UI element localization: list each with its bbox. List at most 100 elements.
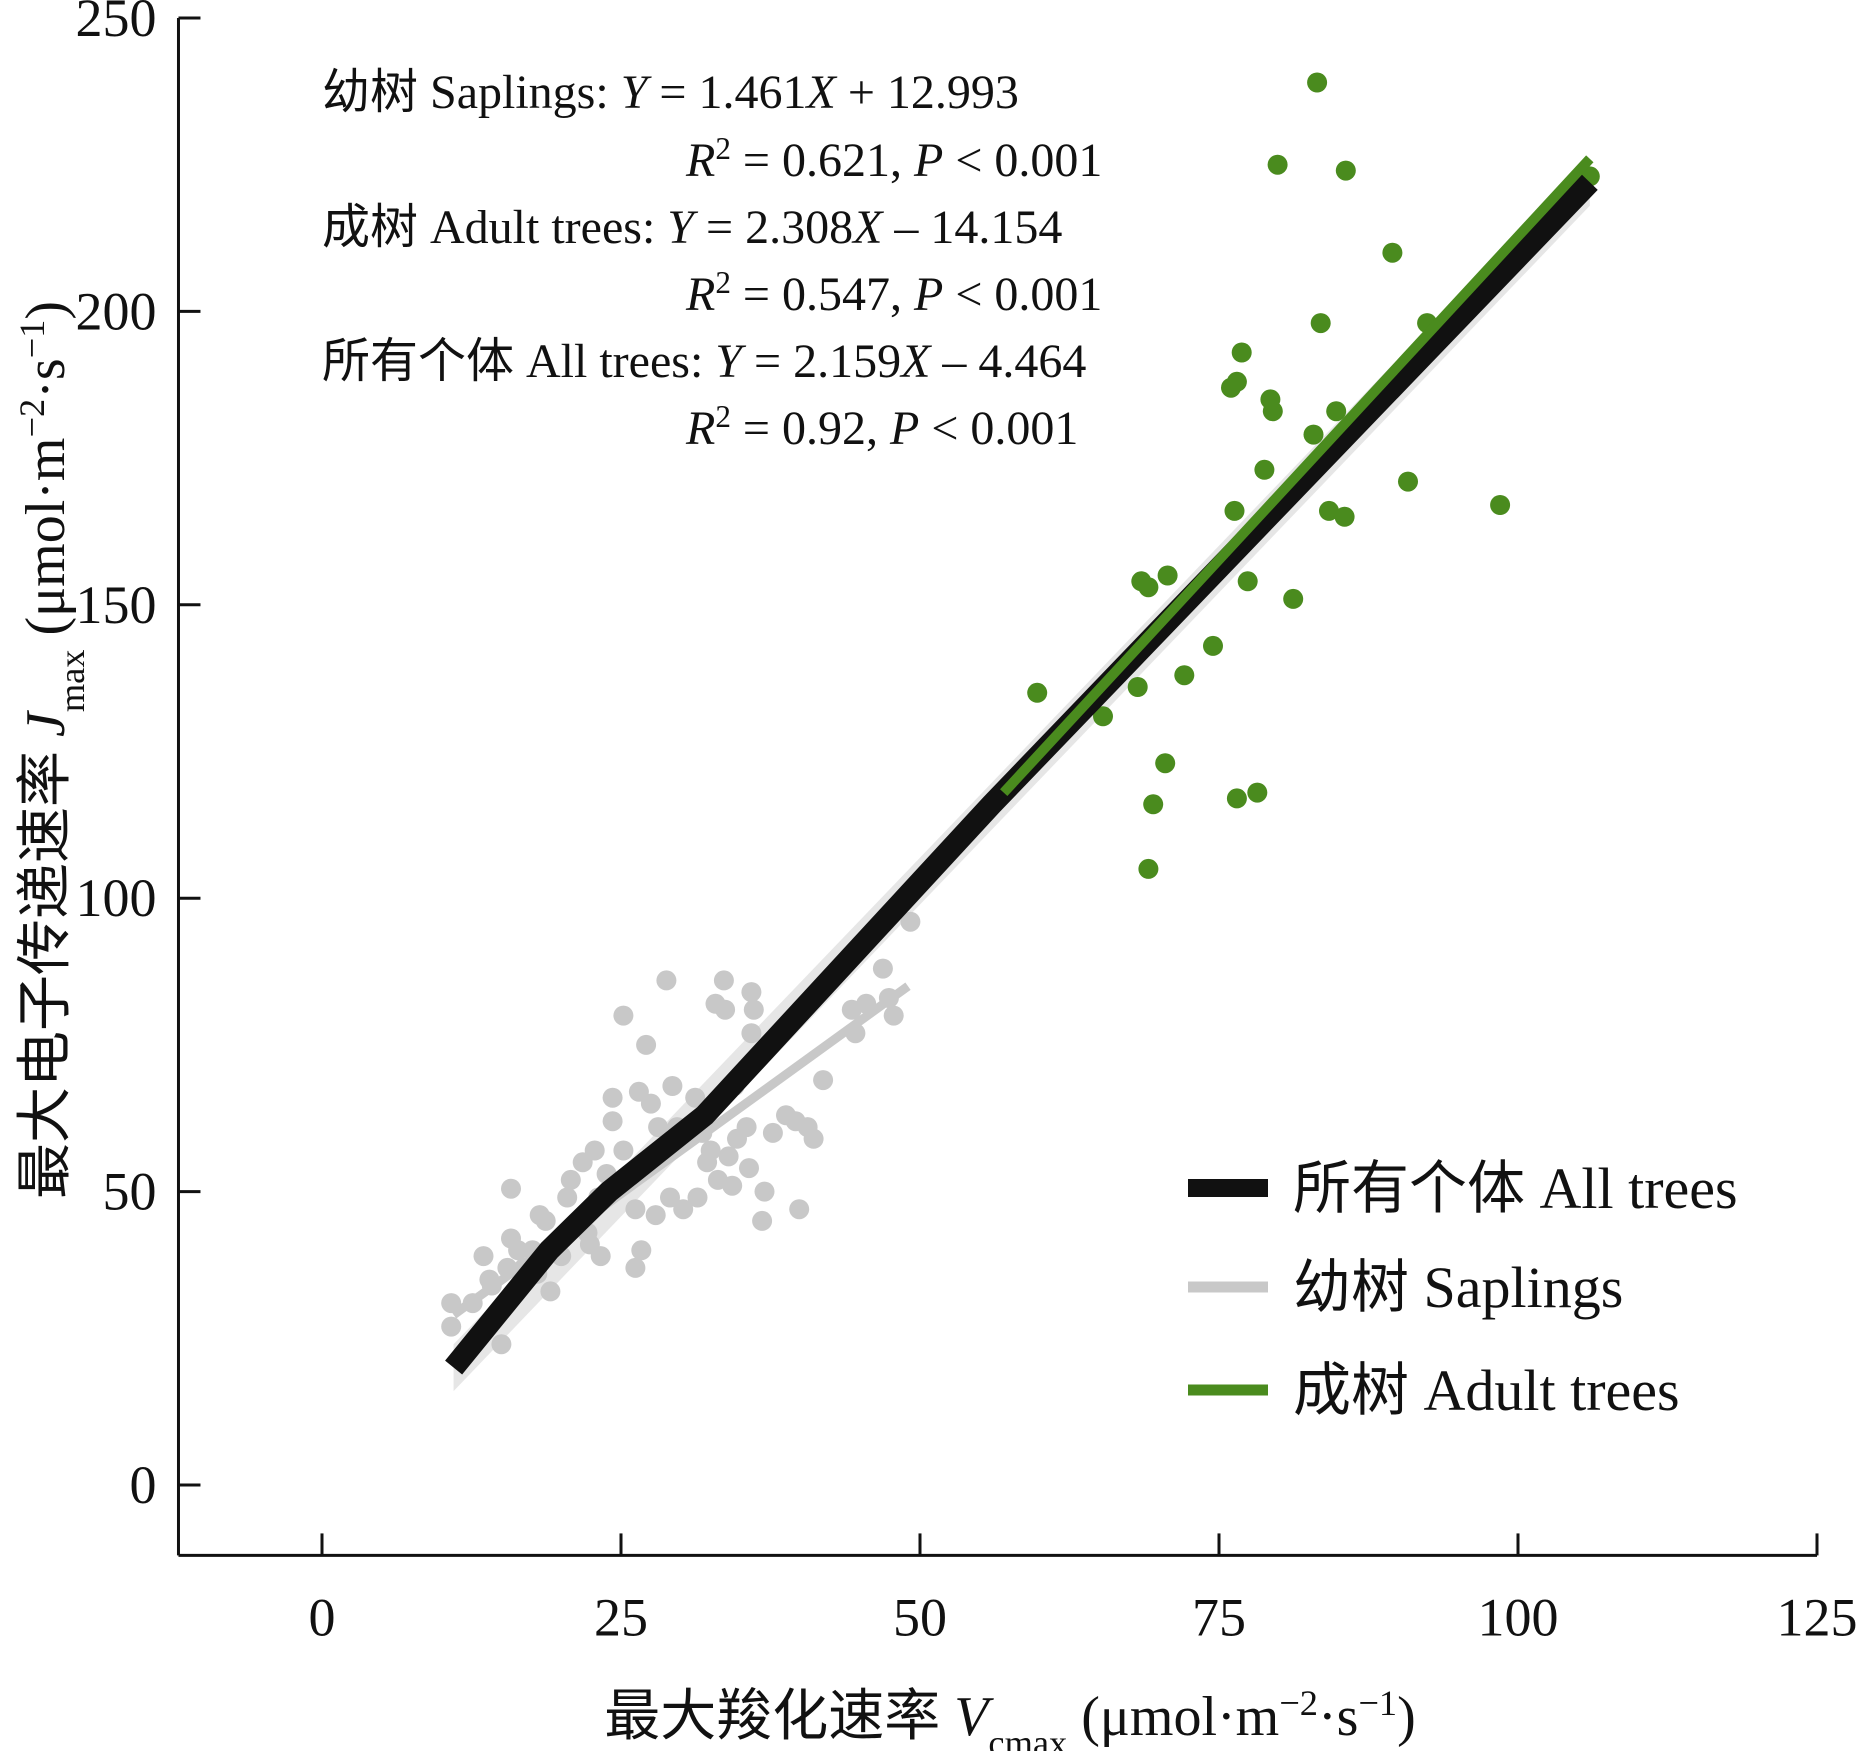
legend-label-adult: 成树 Adult trees	[1293, 1358, 1680, 1423]
y-tick-label: 0	[129, 1455, 156, 1515]
sapling-point	[613, 1005, 634, 1026]
sapling-point	[718, 1146, 739, 1167]
fit-lines	[445, 155, 1598, 1375]
text-segment: (μmol·m	[15, 438, 77, 650]
text-segment: < 0.001	[943, 134, 1102, 187]
sapling-point	[743, 999, 764, 1020]
text-segment: R	[685, 268, 715, 321]
text-segment: ·s	[1318, 1686, 1358, 1748]
adult-point	[1326, 401, 1347, 422]
text-segment: X	[899, 335, 932, 388]
text-segment: −1	[1358, 1683, 1397, 1723]
adult-point	[1224, 500, 1245, 521]
sapling-point	[900, 911, 921, 932]
legend-label-saplings: 幼树 Saplings	[1293, 1255, 1623, 1320]
text-segment: 最大电子传递速率	[15, 737, 77, 1199]
sapling-point	[602, 1111, 623, 1132]
sapling-point	[883, 1005, 904, 1026]
text-segment: 2	[715, 131, 731, 166]
adult-point	[1334, 506, 1355, 527]
sapling-point	[645, 1205, 666, 1226]
text-segment: cmax	[988, 1723, 1067, 1751]
text-segment: 2	[715, 265, 731, 300]
text-segment: = 0.92,	[731, 402, 890, 455]
text-segment: Y	[715, 335, 746, 388]
y-tick-label: 200	[75, 281, 156, 341]
sapling-point	[590, 1246, 611, 1267]
sapling-point	[739, 1158, 759, 1179]
ticks: 0 25 50 75 100 125 0 50 100 150 200 250	[75, 0, 1857, 1647]
y-tick-label: 100	[75, 868, 156, 928]
sapling-point	[713, 970, 734, 991]
sapling-point	[741, 982, 762, 1003]
adult-point	[1283, 588, 1304, 609]
sapling-point	[789, 1199, 810, 1220]
sapling-point	[636, 1034, 657, 1055]
sapling-point	[872, 958, 893, 979]
adult-point	[1247, 782, 1268, 803]
sapling-point	[508, 1240, 529, 1261]
sapling-point	[741, 1023, 762, 1044]
adult-point	[1138, 577, 1159, 598]
adult-point	[1262, 401, 1283, 422]
text-segment: −1	[12, 320, 52, 359]
sapling-point	[625, 1257, 646, 1278]
x-tick-label: 25	[594, 1587, 648, 1647]
equation-2-line-1: R2 = 0.92, P < 0.001	[685, 399, 1078, 456]
sapling-point	[715, 999, 736, 1020]
text-segment: −2	[1279, 1683, 1318, 1723]
adult-point	[1307, 72, 1328, 93]
fit-line-saplings	[450, 982, 911, 1319]
adult-point	[1310, 313, 1331, 334]
text-segment: −2	[12, 399, 52, 438]
text-segment: Y	[621, 66, 652, 119]
text-segment: 所有个体 All trees:	[322, 335, 715, 388]
adult-point	[1237, 571, 1258, 592]
adult-point	[1203, 635, 1223, 656]
text-segment: 幼树 Saplings:	[322, 66, 621, 119]
text-segment: = 0.621,	[731, 134, 914, 187]
equation-2-line-0: 所有个体 All trees: Y = 2.159X – 4.464	[322, 335, 1086, 388]
adult-point	[1398, 471, 1418, 492]
legend-label-all: 所有个体 All trees	[1293, 1156, 1738, 1221]
sapling-point	[640, 1093, 661, 1114]
text-segment: = 2.159	[742, 335, 901, 388]
text-segment: = 0.547,	[731, 268, 914, 321]
adult-point	[1254, 459, 1275, 480]
adult-points	[1027, 72, 1600, 879]
text-segment: = 2.308	[694, 201, 853, 254]
sapling-point	[656, 970, 677, 991]
sapling-point	[540, 1281, 561, 1302]
text-segment: P	[913, 134, 943, 187]
y-tick-label: 150	[75, 575, 156, 635]
text-segment: P	[889, 402, 919, 455]
text-segment: )	[1397, 1686, 1416, 1748]
sapling-point	[613, 1140, 634, 1161]
sapling-point	[803, 1128, 824, 1149]
text-segment: R	[685, 402, 715, 455]
text-segment: (μmol·m	[1067, 1686, 1279, 1748]
sapling-point	[584, 1140, 605, 1161]
adult-point	[1127, 677, 1148, 697]
x-tick-label: 0	[309, 1587, 336, 1647]
sapling-point	[687, 1187, 708, 1208]
text-segment: Y	[667, 201, 698, 254]
sapling-point	[560, 1169, 581, 1190]
sapling-point	[722, 1175, 743, 1196]
adult-point	[1231, 342, 1252, 363]
y-tick-label: 250	[75, 0, 156, 48]
text-segment: < 0.001	[943, 268, 1102, 321]
sapling-point	[673, 1199, 694, 1220]
equation-1-line-0: 成树 Adult trees: Y = 2.308X – 14.154	[322, 201, 1062, 254]
text-segment: ·s	[15, 358, 77, 398]
sapling-point	[752, 1210, 773, 1231]
sapling-point	[813, 1070, 834, 1091]
adult-point	[1267, 154, 1288, 175]
adult-point	[1155, 753, 1176, 774]
sapling-point	[762, 1122, 783, 1143]
text-segment: < 0.001	[919, 402, 1078, 455]
fit-line-adult	[1000, 155, 1594, 796]
text-segment: 成树 Adult trees:	[322, 201, 667, 254]
